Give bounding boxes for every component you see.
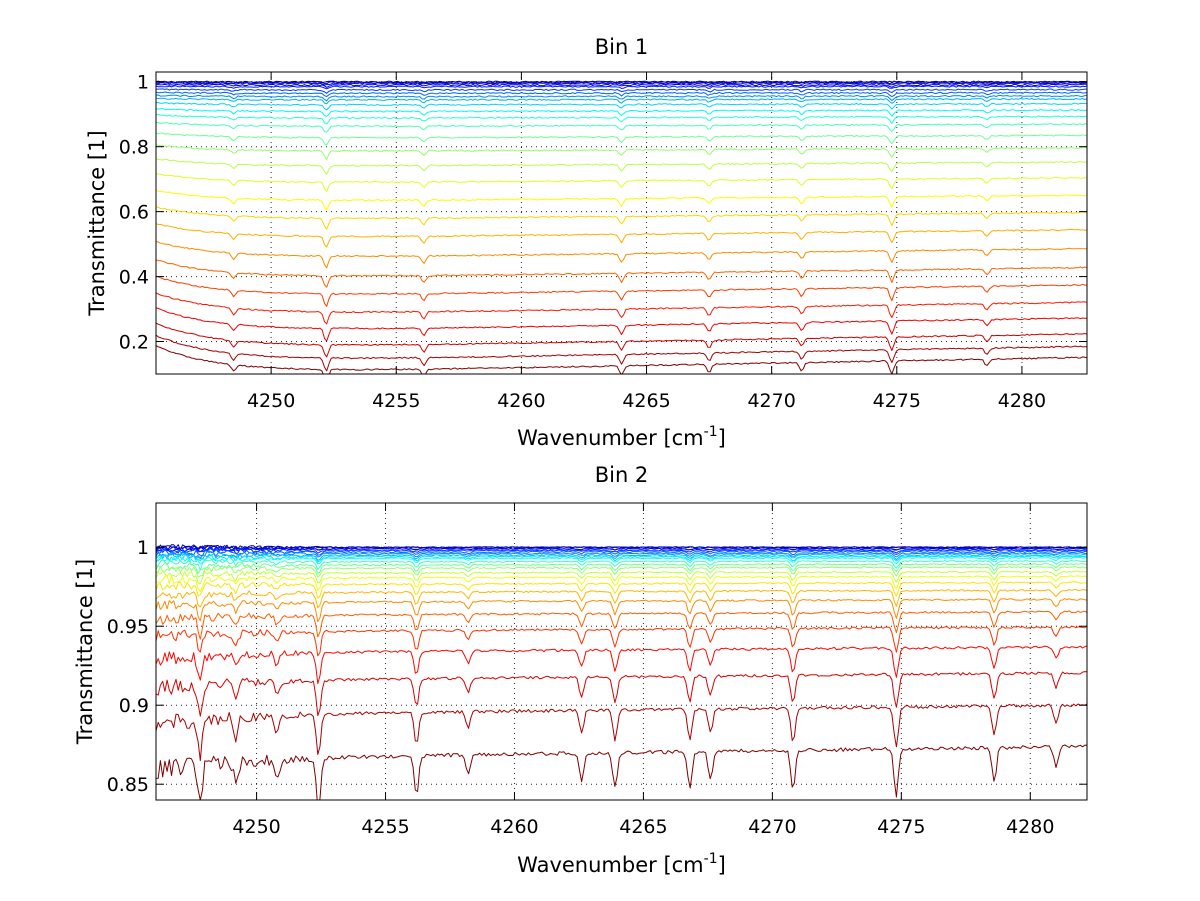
series-line <box>156 581 1087 599</box>
series-line <box>156 552 1087 561</box>
series-line <box>156 570 1087 585</box>
y-tick-label: 0.2 <box>119 332 149 354</box>
y-tick-label: 0.8 <box>119 137 149 159</box>
series-line <box>156 544 1087 551</box>
series-line <box>156 558 1087 571</box>
series-line <box>156 173 1087 193</box>
series-line <box>156 671 1087 717</box>
y-tick-label: 0.6 <box>119 202 149 224</box>
x-axis-label-superscript: -1 <box>704 851 718 867</box>
x-tick-label: 4255 <box>372 390 420 412</box>
series-line <box>156 241 1087 269</box>
series-line <box>156 88 1087 94</box>
x-tick-label: 4255 <box>361 816 409 838</box>
x-tick-label: 4275 <box>877 816 925 838</box>
x-tick-label: 4280 <box>1006 816 1054 838</box>
series-line <box>156 546 1087 553</box>
y-tick-label: 0.85 <box>107 774 149 796</box>
series-group <box>156 544 1087 800</box>
y-tick-label: 0.4 <box>119 267 149 289</box>
x-tick-label: 4250 <box>232 816 280 838</box>
series-line <box>156 625 1087 657</box>
series-line <box>156 744 1087 800</box>
x-axis-label: Wavenumber [cm-1] <box>517 424 726 450</box>
chart-title: Bin 1 <box>595 35 649 59</box>
series-line <box>156 292 1087 325</box>
x-axis-label-end: ] <box>718 853 726 877</box>
series-line <box>156 206 1087 230</box>
series-line <box>156 144 1087 160</box>
series-line <box>156 189 1087 211</box>
x-tick-label: 4270 <box>747 390 795 412</box>
x-tick-label: 4280 <box>998 390 1046 412</box>
x-tick-label: 4270 <box>748 816 796 838</box>
series-group <box>156 80 1087 374</box>
series-line <box>156 588 1087 609</box>
series-line <box>156 645 1087 685</box>
series-line <box>156 91 1087 98</box>
y-tick-label: 0.95 <box>107 616 149 638</box>
series-line <box>156 82 1087 86</box>
bin-2-panel: 4250 4255 4260 4265 4270 4275 4280 0.85 0.9 0.95 1… <box>73 463 1088 877</box>
axes-frame <box>155 71 1088 375</box>
series-line <box>156 275 1087 307</box>
y-tick-label: 0.9 <box>119 695 149 717</box>
series-line <box>156 158 1087 175</box>
series-line <box>156 322 1087 358</box>
y-tick-label: 1 <box>137 537 149 559</box>
series-line <box>156 562 1087 575</box>
series-line <box>156 108 1087 117</box>
series-line <box>156 703 1087 762</box>
x-tick-label: 4260 <box>497 390 545 412</box>
series-line <box>156 114 1087 125</box>
series-line <box>156 610 1087 640</box>
x-tick-label: 4250 <box>247 390 295 412</box>
series-line <box>156 97 1087 105</box>
x-tick-label: 4265 <box>619 816 667 838</box>
series-line <box>156 121 1087 133</box>
series-line <box>156 555 1087 565</box>
series-line <box>156 565 1087 578</box>
series-line <box>156 85 1087 90</box>
series-line <box>156 549 1087 557</box>
x-tick-label: 4260 <box>490 816 538 838</box>
bin-1-panel: 4250 4255 4260 4265 4270 4275 4280 0.2 0.4 0.6 0.8… <box>85 35 1088 450</box>
y-axis-label: Transmittance [1] <box>85 130 109 316</box>
series-line <box>156 550 1087 560</box>
series-line <box>156 94 1087 102</box>
x-axis-label-text: Wavenumber [cm <box>517 853 703 877</box>
series-line <box>156 547 1087 555</box>
x-axis-label-superscript: -1 <box>704 424 718 440</box>
series-line <box>156 598 1087 623</box>
series-line <box>156 132 1087 146</box>
x-axis-label-text: Wavenumber [cm <box>517 426 703 450</box>
series-line <box>156 222 1087 248</box>
y-tick-label: 1 <box>137 72 149 94</box>
x-axis-label: Wavenumber [cm-1] <box>517 851 726 877</box>
x-tick-label: 4275 <box>873 390 921 412</box>
x-axis-label-end: ] <box>718 426 726 450</box>
series-line <box>156 259 1087 288</box>
axes-frame <box>155 502 1088 801</box>
series-line <box>156 102 1087 111</box>
x-tick-label: 4265 <box>622 390 670 412</box>
series-line <box>156 334 1087 372</box>
series-line <box>156 83 1087 88</box>
chart-title: Bin 2 <box>595 463 649 487</box>
series-line <box>156 575 1087 593</box>
series-line <box>156 345 1087 374</box>
series-line <box>156 307 1087 342</box>
y-axis-label: Transmittance [1] <box>73 559 97 745</box>
series-line <box>156 554 1087 563</box>
